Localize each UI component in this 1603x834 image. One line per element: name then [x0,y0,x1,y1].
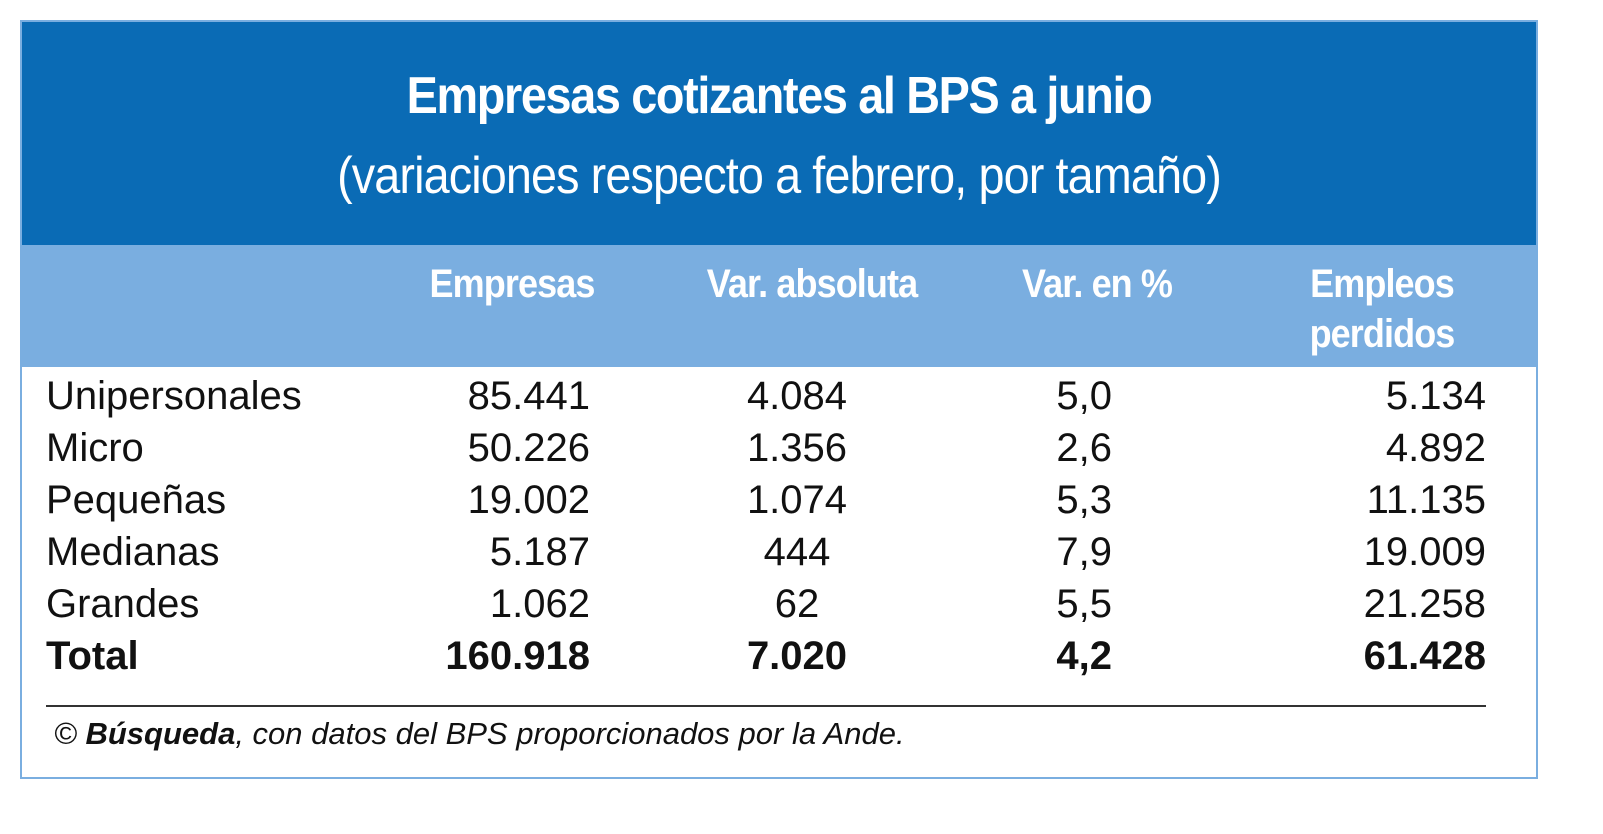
cell-empleos: 4.892 [1385,426,1486,470]
cell-empleos: 21.258 [1363,582,1486,626]
total-rule [46,705,1486,707]
cell-empresas: 50.226 [467,426,590,470]
header-var-pct: Var. en % [1021,262,1173,306]
cell-empleos: 61.428 [1363,634,1486,678]
cell-empresas: 160.918 [445,634,590,678]
cell-empleos: 11.135 [1366,478,1486,522]
table-subtitle: (variaciones respecto a febrero, por tam… [337,147,1222,205]
table-row: Grandes 1.062 62 5,5 21.258 [22,578,1536,630]
cell-label: Medianas [46,530,220,574]
table-title: Empresas cotizantes al BPS a junio [406,67,1153,125]
title-band: Empresas cotizantes al BPS a junio (vari… [22,22,1536,245]
table-row: Micro 50.226 1.356 2,6 4.892 [22,422,1536,474]
cell-label: Grandes [46,582,200,626]
table-row: Unipersonales 85.441 4.084 5,0 5.134 [22,370,1536,422]
cell-empresas: 5.187 [489,530,590,574]
cell-var-pct: 4,2 [1056,634,1112,678]
table-card: Empresas cotizantes al BPS a junio (vari… [20,20,1538,779]
header-var-absoluta: Var. absoluta [706,262,918,306]
header-empleos-perdidos: Empleos perdidos [1309,262,1456,356]
cell-var-pct: 5,0 [1056,374,1112,418]
cell-var-abs: 444 [763,530,831,574]
cell-empresas: 19.002 [467,478,590,522]
copyright: © [54,716,86,751]
cell-var-abs: 7.020 [746,634,848,678]
cell-var-pct: 2,6 [1056,426,1112,470]
cell-label: Total [46,634,139,678]
cell-empleos: 5.134 [1385,374,1486,418]
cell-var-abs: 4.084 [746,374,848,418]
cell-var-abs: 1.074 [746,478,848,522]
cell-var-pct: 5,3 [1056,478,1112,522]
header-empresas: Empresas [429,262,596,306]
cell-empleos: 19.009 [1363,530,1486,574]
source-note: © Búsqueda, con datos del BPS proporcion… [54,716,905,752]
source-text: , con datos del BPS proporcionados por l… [235,716,905,751]
table-row: Pequeñas 19.002 1.074 5,3 11.135 [22,474,1536,526]
cell-var-abs: 62 [774,582,820,626]
cell-label: Unipersonales [46,374,302,418]
cell-empresas: 1.062 [489,582,590,626]
cell-var-pct: 7,9 [1056,530,1112,574]
source-brand: Búsqueda [85,716,236,751]
header-row: Empresas Var. absoluta Var. en % Empleos… [22,245,1536,367]
table-row: Medianas 5.187 444 7,9 19.009 [22,526,1536,578]
cell-label: Pequeñas [46,478,227,522]
cell-var-pct: 5,5 [1056,582,1112,626]
cell-empresas: 85.441 [467,374,590,418]
cell-var-abs: 1.356 [746,426,848,470]
cell-label: Micro [46,426,144,470]
total-row: Total 160.918 7.020 4,2 61.428 [22,630,1536,682]
